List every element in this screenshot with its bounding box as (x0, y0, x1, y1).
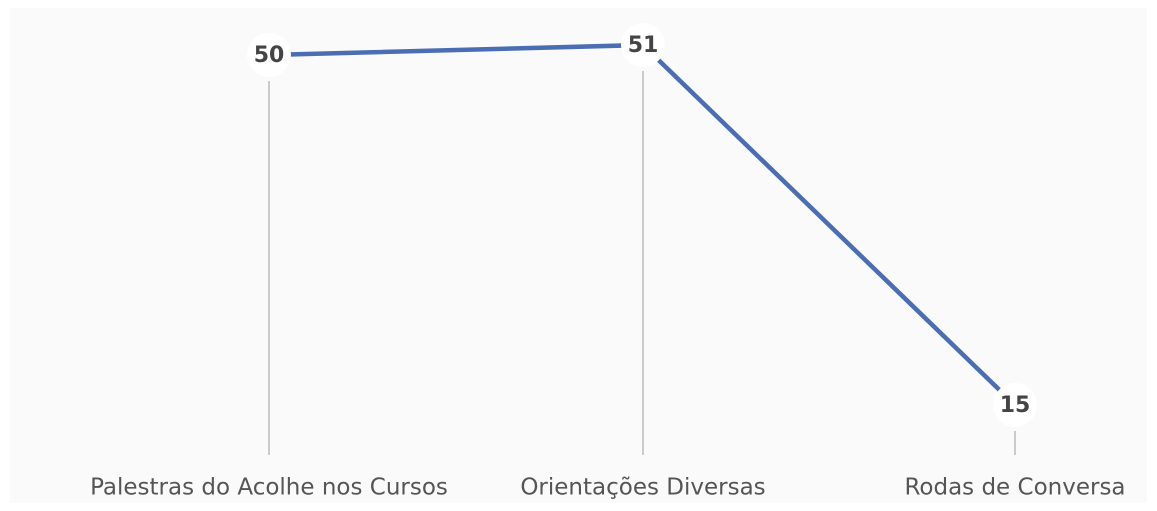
plot-background (10, 8, 1147, 503)
value-label: 50 (254, 43, 285, 68)
value-label-bg (621, 23, 665, 67)
x-tick-label: Palestras do Acolhe nos Cursos (90, 475, 448, 501)
x-tick-label: Rodas de Conversa (904, 475, 1125, 501)
value-label: 51 (628, 33, 659, 58)
value-label-bg (247, 33, 291, 77)
value-label: 15 (1000, 393, 1031, 418)
value-label-bg (993, 383, 1037, 427)
x-tick-label: Orientações Diversas (520, 475, 765, 501)
